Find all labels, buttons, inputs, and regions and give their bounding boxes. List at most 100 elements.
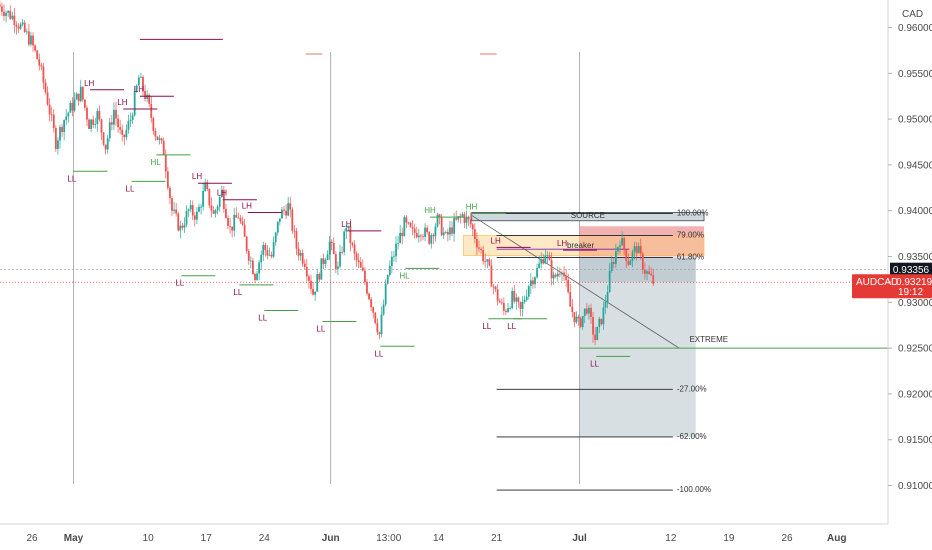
- candle-body: [563, 272, 565, 277]
- candle-body: [619, 245, 621, 248]
- y-tick-label: 0.93500: [898, 252, 932, 263]
- pivot-label: LL: [590, 359, 599, 368]
- candle-body: [276, 221, 279, 233]
- candle-body: [243, 224, 246, 237]
- candle-body: [577, 316, 580, 319]
- candle-body: [301, 252, 304, 264]
- candle-body: [121, 129, 124, 135]
- candle-body: [46, 92, 49, 105]
- candle-body: [48, 104, 51, 115]
- candle-body: [590, 307, 592, 317]
- candle-body: [513, 290, 516, 302]
- y-tick-label: 0.94500: [898, 160, 932, 171]
- candle-body: [305, 267, 308, 277]
- candle-body: [77, 93, 80, 102]
- candle-body: [486, 259, 489, 262]
- candle-body: [225, 208, 227, 218]
- candle-body: [565, 276, 568, 280]
- candle-body: [575, 316, 578, 323]
- extreme-label: EXTREME: [689, 335, 728, 344]
- candle-body: [295, 231, 298, 249]
- candle-body: [625, 250, 628, 262]
- candle-body: [546, 255, 549, 257]
- candle-body: [150, 103, 153, 119]
- candle-body: [164, 155, 167, 172]
- candle-body: [303, 263, 306, 268]
- fib-level-label: 61.80%: [677, 252, 704, 261]
- pivot-label: HL: [150, 158, 161, 167]
- candle-body: [204, 182, 207, 191]
- candle-body: [71, 102, 74, 111]
- candle-body: [602, 307, 605, 325]
- y-tick-label: 0.93000: [898, 298, 932, 309]
- candle-body: [519, 301, 522, 309]
- source-label: SOURCE: [571, 211, 605, 220]
- candle-body: [332, 243, 335, 255]
- candle-body: [233, 214, 236, 231]
- candle-body: [94, 124, 97, 125]
- candle-body: [285, 210, 287, 216]
- candle-body: [339, 251, 341, 267]
- candles: [0, 0, 655, 345]
- candle-body: [461, 214, 464, 217]
- x-tick-label: 21: [491, 533, 503, 544]
- candle-body: [181, 225, 184, 228]
- candle-body: [214, 210, 217, 214]
- candle-body: [644, 269, 646, 274]
- candle-body: [411, 226, 414, 229]
- candle-body: [500, 302, 503, 304]
- candle-body: [583, 308, 586, 316]
- candle-body: [241, 221, 244, 225]
- candle-body: [585, 308, 588, 314]
- candle-body: [484, 261, 487, 263]
- candle-body: [417, 235, 420, 238]
- candle-body: [467, 216, 470, 220]
- candle-body: [627, 261, 630, 265]
- candle-body: [390, 256, 393, 266]
- candle-body: [272, 242, 275, 257]
- candle-body: [3, 11, 5, 16]
- candle-body: [648, 271, 650, 274]
- candle-body: [345, 228, 348, 232]
- bar-countdown: 19:12: [898, 287, 923, 298]
- candle-body: [639, 246, 642, 254]
- candle-body: [316, 274, 319, 292]
- y-tick-label: 0.95000: [898, 115, 932, 126]
- candle-body: [488, 259, 491, 266]
- candle-body: [133, 91, 136, 116]
- candle-body: [195, 211, 198, 220]
- candle-body: [83, 99, 86, 108]
- candle-body: [57, 140, 59, 149]
- candle-body: [463, 214, 466, 223]
- candle-body: [210, 205, 213, 211]
- candle-body: [446, 232, 449, 235]
- source-box: [471, 212, 705, 222]
- candle-body: [646, 271, 648, 274]
- candle-body: [123, 134, 126, 138]
- candle-body: [177, 213, 180, 231]
- candle-body: [104, 144, 107, 150]
- candle-body: [314, 291, 317, 295]
- candle-body: [507, 308, 509, 312]
- crosshair-price: 0.93356: [893, 265, 930, 276]
- candle-body: [67, 112, 70, 117]
- candle-body: [453, 218, 455, 234]
- price-tag-separator: -: [888, 277, 891, 288]
- candle-body: [297, 248, 300, 256]
- candle-body: [256, 273, 258, 281]
- candle-body: [614, 251, 617, 264]
- candle-body: [490, 265, 493, 287]
- candle-body: [361, 267, 364, 271]
- candle-body: [571, 306, 574, 313]
- candle-body: [623, 237, 626, 251]
- candle-body: [135, 85, 138, 92]
- candle-body: [328, 241, 331, 255]
- candle-body: [115, 109, 117, 119]
- pivot-label: LL: [67, 174, 76, 183]
- y-tick-label: 0.95500: [898, 69, 932, 80]
- candle-body: [162, 140, 165, 156]
- candle-body: [465, 216, 468, 223]
- candle-body: [606, 292, 609, 303]
